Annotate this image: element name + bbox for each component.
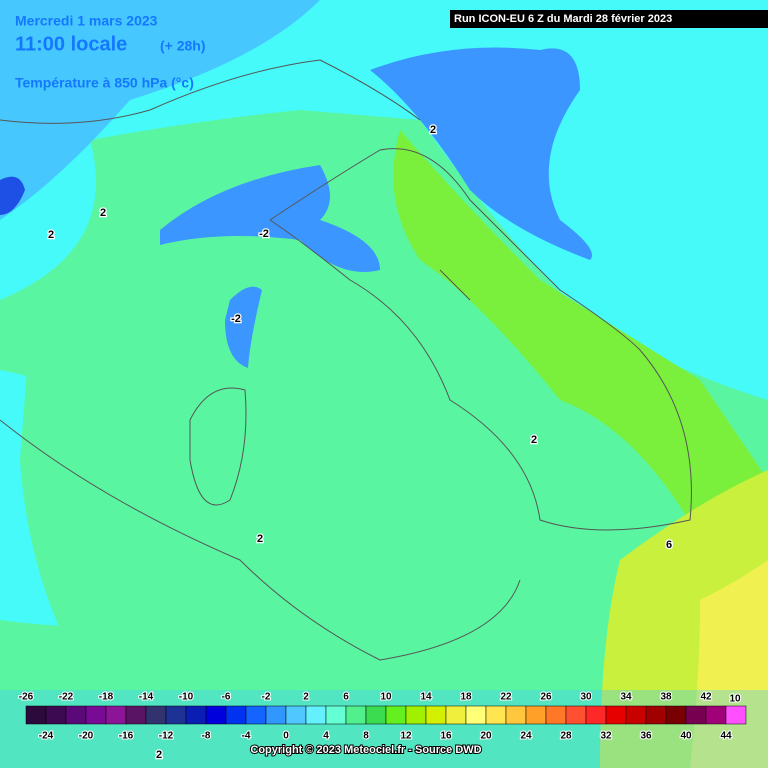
legend-swatch [325,705,347,725]
legend-swatch [605,705,627,725]
legend-corner-label: 10 [729,694,741,705]
legend-label: 44 [720,731,732,742]
legend-swatch [165,705,187,725]
run-banner [450,10,768,28]
legend-label: 28 [560,731,572,742]
contour-label: 2 [257,533,263,545]
legend-swatch [565,705,587,725]
legend-swatch [45,705,67,725]
contour-label: 2 [430,124,436,136]
legend-swatch [625,705,647,725]
parameter: Température à 850 hPa (°c) [15,75,194,91]
legend-swatch [245,705,267,725]
legend-swatch [385,705,407,725]
legend-label: 38 [660,692,672,703]
time: 11:00 locale [15,33,127,55]
legend-swatch [545,705,567,725]
legend-label: 14 [420,692,432,703]
temperature-zone-m2c [225,286,262,368]
contour-label: -2 [231,313,241,325]
legend-swatch [145,705,167,725]
legend-label: -14 [139,692,154,703]
legend-label: 2 [303,692,309,703]
contour-label: -2 [259,228,269,240]
legend-label: 8 [363,731,369,742]
legend-swatch [285,705,307,725]
contour-label: 2 [156,749,162,761]
legend-label: -20 [79,731,94,742]
temperature-zone-4b [20,321,540,700]
legend-swatch [65,705,87,725]
contour-label: 2 [531,434,537,446]
legend-label: 4 [323,731,329,742]
legend-swatch [445,705,467,725]
lead-time: (+ 28h) [160,38,206,54]
legend-band [0,690,768,768]
legend-label: 16 [440,731,452,742]
coastline [269,148,692,531]
legend-label: 42 [700,692,712,703]
legend-swatch [685,705,707,725]
legend-label: -26 [19,692,34,703]
temperature-zone-m6 [0,176,25,215]
legend-label: -2 [262,692,271,703]
legend-label: 40 [680,731,692,742]
run-info: Run ICON-EU 6 Z du Mardi 28 février 2023 [454,13,672,25]
legend-label: 22 [500,692,512,703]
legend-label: 0 [283,731,289,742]
legend-swatch [405,705,427,725]
legend-label: -8 [202,731,211,742]
legend-swatch [265,705,287,725]
date: Mercredi 1 mars 2023 [15,13,158,29]
legend-swatch [665,705,687,725]
legend-label: -18 [99,692,114,703]
legend-swatch [585,705,607,725]
legend-label: -4 [242,731,251,742]
coastline [0,59,521,661]
temperature-zone-m2 [370,47,592,260]
legend-label: -6 [222,692,231,703]
contour-label: 2 [100,207,106,219]
legend-swatch [105,705,127,725]
contour-label: 2 [48,229,54,241]
legend-label: 24 [520,731,532,742]
contour-label: 6 [666,539,672,551]
legend-swatch [305,705,327,725]
legend-label: 18 [460,692,472,703]
legend-label: -10 [179,692,194,703]
legend-swatch [425,705,447,725]
temperature-zone-m2b [160,165,380,272]
legend-swatch [525,705,547,725]
legend-label: 12 [400,731,412,742]
legend-label: -22 [59,692,74,703]
legend-label: -16 [119,731,134,742]
legend-label: 10 [380,692,392,703]
legend-label: 32 [600,731,612,742]
legend-swatch [705,705,727,725]
legend-label: -12 [159,731,174,742]
temperature-zone-0 [0,0,320,220]
legend-label: 26 [540,692,552,703]
legend-swatch [465,705,487,725]
legend-label: 34 [620,692,632,703]
legend-label: -24 [39,731,54,742]
legend-swatch [185,705,207,725]
legend-swatch [485,705,507,725]
legend-swatch [25,705,47,725]
legend-swatch [345,705,367,725]
legend-swatch [365,705,387,725]
legend-swatch [645,705,667,725]
legend-swatch [205,705,227,725]
legend-label: 6 [343,692,349,703]
legend-swatch [505,705,527,725]
legend-label: 30 [580,692,592,703]
legend-label: 36 [640,731,652,742]
legend-swatch [725,705,747,725]
legend-swatch [85,705,107,725]
legend-label: 20 [480,731,492,742]
legend-swatch [225,705,247,725]
copyright: Copyright © 2023 Meteociel.fr - Source D… [250,744,481,756]
legend-swatch [125,705,147,725]
